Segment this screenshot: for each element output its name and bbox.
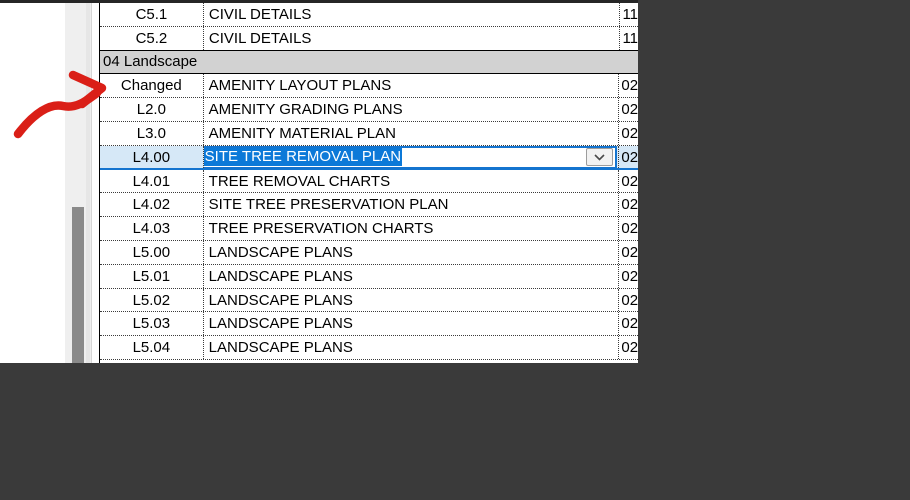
sheet-extra-cell[interactable]: 02 xyxy=(621,101,638,119)
sheet-number-cell[interactable]: L5.00 xyxy=(100,240,204,264)
sheet-row[interactable]: L4.03 TREE PRESERVATION CHARTS 02 xyxy=(100,217,638,241)
sheet-number-cell[interactable]: L2.0 xyxy=(100,98,204,121)
sheet-number-cell[interactable]: L5.01 xyxy=(100,264,204,288)
sheet-row[interactable]: C5.2 CIVIL DETAILS 11 xyxy=(100,26,638,51)
sheet-extra-cell[interactable]: 02 xyxy=(621,339,638,357)
sheet-row[interactable]: C5.1 CIVIL DETAILS 11 xyxy=(100,3,638,27)
sheet-extra-cell[interactable]: 02 xyxy=(621,291,638,309)
sheet-row[interactable]: L4.02 SITE TREE PRESERVATION PLAN 02 xyxy=(100,193,638,218)
sheet-name-cell[interactable]: LANDSCAPE PLANS xyxy=(204,240,620,264)
chevron-down-icon xyxy=(594,154,605,161)
sheet-extra-cell[interactable]: 02 xyxy=(621,267,638,285)
dropdown-button[interactable] xyxy=(585,148,613,167)
sheet-extra-cell[interactable]: 02 xyxy=(619,145,638,168)
sheet-number-cell[interactable]: L3.0 xyxy=(100,121,204,145)
sheet-name-cell[interactable]: LANDSCAPE PLANS xyxy=(204,336,620,359)
sheet-number-cell[interactable]: C5.2 xyxy=(100,26,204,50)
scrollbar-track-edge xyxy=(86,3,90,363)
sheet-extra-cell[interactable]: 11 xyxy=(622,6,638,23)
sheet-number-cell[interactable]: L4.03 xyxy=(100,217,204,240)
sheet-name-cell[interactable]: LANDSCAPE PLANS xyxy=(204,312,620,336)
top-dark-strip xyxy=(0,0,638,3)
sheet-row[interactable]: L5.03 LANDSCAPE PLANS 02 xyxy=(100,312,638,337)
sheet-row[interactable]: L5.02 LANDSCAPE PLANS 02 xyxy=(100,288,638,313)
sheet-extra-cell[interactable]: 02 xyxy=(621,172,638,190)
sheet-number-cell[interactable]: L5.04 xyxy=(100,336,204,359)
sheet-row[interactable]: L5.00 LANDSCAPE PLANS 02 xyxy=(100,240,638,265)
sheet-name-cell[interactable]: CIVIL DETAILS xyxy=(204,26,621,50)
sheet-name-cell[interactable]: TREE PRESERVATION CHARTS xyxy=(204,217,620,240)
sheet-row[interactable]: L5.04 LANDSCAPE PLANS 02 xyxy=(100,336,638,360)
sheet-extra-cell[interactable]: 02 xyxy=(621,243,638,261)
sheet-name-cell[interactable]: AMENITY MATERIAL PLAN xyxy=(204,121,620,145)
sheet-extra-cell[interactable]: 02 xyxy=(621,315,638,333)
sheet-number-cell[interactable]: L4.01 xyxy=(100,169,204,193)
sheet-name-cell[interactable]: TREE REMOVAL CHARTS xyxy=(204,169,620,193)
sheet-extra-cell[interactable]: 02 xyxy=(621,196,638,214)
document-panel: C5.1 CIVIL DETAILS 11 C5.2 CIVIL DETAILS 11 04… xyxy=(0,3,638,363)
sheet-row[interactable]: L4.00 SITE TREE REMOVAL PLAN 02 xyxy=(100,145,638,170)
scrollbar-thumb[interactable] xyxy=(72,207,84,363)
sheet-name-cell[interactable]: CIVIL DETAILS xyxy=(204,3,621,26)
red-arrow-icon xyxy=(13,70,107,139)
sheet-number-cell[interactable]: C5.1 xyxy=(100,3,204,26)
sheet-name-cell[interactable]: SITE TREE PRESERVATION PLAN xyxy=(204,193,620,217)
sheet-number-cell[interactable]: L5.02 xyxy=(100,288,204,312)
sheet-row[interactable]: L4.01 TREE REMOVAL CHARTS 02 xyxy=(100,169,638,194)
sheet-number-cell[interactable]: Changed xyxy=(100,74,204,98)
sheet-row[interactable]: L5.01 LANDSCAPE PLANS 02 xyxy=(100,264,638,289)
sheet-extra-cell[interactable]: 02 xyxy=(621,124,638,142)
sheet-extra-cell[interactable]: 02 xyxy=(621,220,638,238)
sheet-row[interactable]: L2.0 AMENITY GRADING PLANS 02 xyxy=(100,98,638,122)
sheet-row[interactable]: Changed AMENITY LAYOUT PLANS 02 xyxy=(100,74,638,99)
sheet-number-cell[interactable]: L4.02 xyxy=(100,193,204,217)
selected-text[interactable]: SITE TREE REMOVAL PLAN xyxy=(203,148,403,167)
sheet-name-cell[interactable]: LANDSCAPE PLANS xyxy=(204,288,620,312)
sheet-number-cell[interactable]: L5.03 xyxy=(100,312,204,336)
group-header-row[interactable]: 04 Landscape xyxy=(100,50,638,75)
sheet-list-table: C5.1 CIVIL DETAILS 11 C5.2 CIVIL DETAILS 11 04… xyxy=(99,3,638,363)
sheet-name-cell[interactable]: AMENITY GRADING PLANS xyxy=(204,98,620,121)
sheet-name-cell[interactable]: SITE TREE REMOVAL PLAN xyxy=(203,145,620,168)
vertical-scrollbar[interactable] xyxy=(65,3,92,363)
sheet-name-cell[interactable]: LANDSCAPE PLANS xyxy=(204,264,620,288)
sheet-name-cell[interactable]: AMENITY LAYOUT PLANS xyxy=(204,74,620,98)
sheet-extra-cell[interactable]: 11 xyxy=(622,29,638,47)
sheet-number-cell[interactable]: L4.00 xyxy=(100,145,204,168)
sheet-row[interactable]: L3.0 AMENITY MATERIAL PLAN 02 xyxy=(100,121,638,146)
sheet-extra-cell[interactable]: 02 xyxy=(621,77,638,95)
sheet-name-combobox[interactable]: SITE TREE REMOVAL PLAN xyxy=(203,145,617,168)
